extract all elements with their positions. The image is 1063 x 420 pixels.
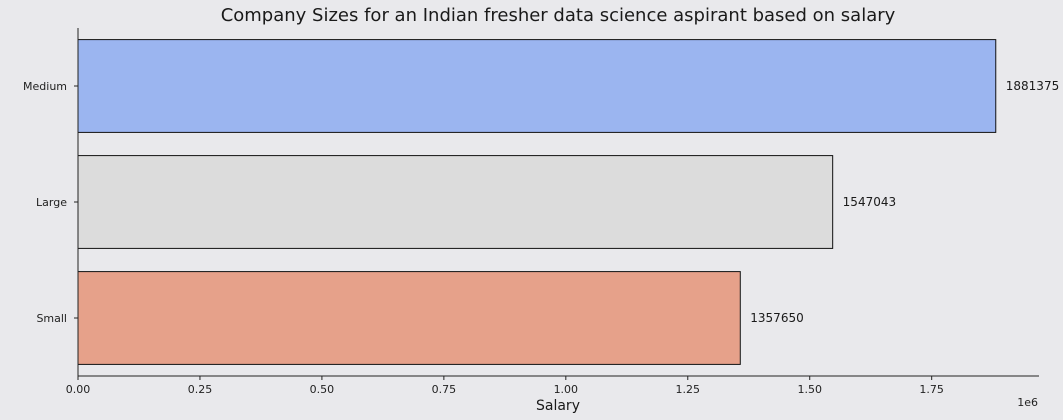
y-tick-label-small: Small [36, 312, 67, 325]
bar-value-label-large: 1547043 [843, 195, 896, 209]
x-tick-label: 1.75 [919, 383, 944, 396]
x-tick-label: 1.25 [676, 383, 701, 396]
x-tick-label: 0.25 [188, 383, 213, 396]
x-axis-label: Salary [536, 398, 580, 414]
bar-value-label-medium: 1881375 [1006, 79, 1059, 93]
y-tick-label-large: Large [36, 196, 67, 209]
value-labels-group: 1881375 1547043 1357650 [750, 79, 1059, 325]
x-axis-offset-label: 1e6 [1017, 396, 1038, 409]
bar-medium [77, 39, 997, 133]
chart-title: Company Sizes for an Indian fresher data… [221, 5, 896, 26]
y-axis-ticks: Medium Large Small [23, 80, 78, 325]
x-axis-ticks: 0.00 0.25 0.50 0.75 1.00 1.25 1.50 1.75 [66, 376, 944, 396]
x-tick-label: 0.75 [432, 383, 457, 396]
bar-value-label-small: 1357650 [750, 311, 803, 325]
x-tick-label: 1.00 [554, 383, 579, 396]
bar-small [77, 271, 741, 365]
y-tick-label-medium: Medium [23, 80, 67, 93]
bars-group [77, 39, 997, 365]
x-tick-label: 1.50 [797, 383, 822, 396]
x-tick-label: 0.50 [310, 383, 335, 396]
bar-large [77, 155, 834, 249]
x-tick-label: 0.00 [66, 383, 91, 396]
